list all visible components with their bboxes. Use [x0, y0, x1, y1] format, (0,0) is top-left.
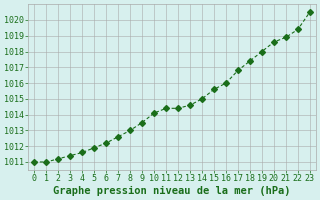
- X-axis label: Graphe pression niveau de la mer (hPa): Graphe pression niveau de la mer (hPa): [53, 186, 291, 196]
